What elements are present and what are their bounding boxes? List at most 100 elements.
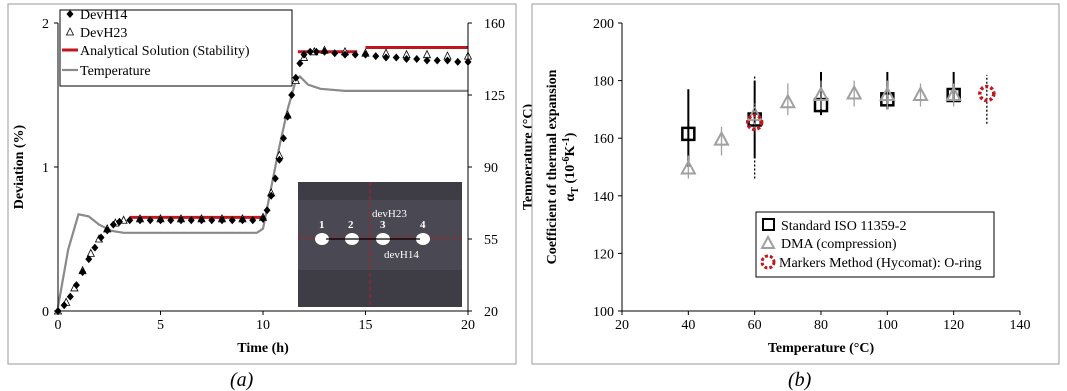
x-tick-label: 40 <box>681 318 695 333</box>
devh14-point <box>85 255 93 264</box>
inset-photo: 1 2 3 4 devH23 devH14 <box>298 182 462 307</box>
y-tick-label: 1 <box>42 161 49 176</box>
x-tick-label: 80 <box>814 318 828 333</box>
devh14-point <box>72 281 80 290</box>
x-tick-label: 20 <box>461 318 475 333</box>
devh14-point <box>187 216 195 225</box>
devh14-point <box>249 216 257 225</box>
y-axis-title-line2: αT (10-6K-1) <box>561 132 581 201</box>
devh14-point <box>382 53 390 62</box>
y-tick-label: 160 <box>593 132 614 147</box>
legend-analytical-label: Analytical Solution (Stability) <box>80 44 250 59</box>
devh14-point <box>351 50 359 59</box>
devh23-point <box>86 248 95 257</box>
devh14-point <box>66 292 74 301</box>
y2-tick-label: 20 <box>484 305 498 320</box>
x-tick-label: 20 <box>615 318 629 333</box>
devh14-point <box>321 47 328 56</box>
y2-tick-label: 55 <box>484 233 498 248</box>
devh14-point <box>103 226 111 235</box>
series-temperature-line <box>56 74 468 308</box>
devh14-point <box>454 57 462 66</box>
y-axis-title-part: (10 <box>563 165 578 187</box>
caption-b: (b) <box>788 369 812 391</box>
devh14-point <box>177 216 185 225</box>
inset-num-4: 4 <box>420 219 426 231</box>
devh14-point <box>296 59 304 68</box>
devh14-point <box>280 134 287 143</box>
y-axis-title-part: -1 <box>561 137 572 145</box>
panel-a: 1 2 3 4 devH23 devH14 0 5 10 15 20 0 1 2 20 55 90 1… <box>12 8 536 356</box>
x-axis-title: Time (h) <box>237 341 289 356</box>
dma-point <box>879 85 896 101</box>
legend-iso-symbol <box>762 218 775 231</box>
devh14-point <box>167 216 175 225</box>
devh14-point <box>300 50 308 59</box>
devh14-point <box>341 50 349 59</box>
legend-b-box <box>755 211 995 278</box>
y-axis-title: Deviation (%) <box>12 124 27 209</box>
devh14-point <box>109 220 117 229</box>
devh14-point <box>208 216 216 225</box>
y2-tick-label: 90 <box>484 161 498 176</box>
y-tick-label: 180 <box>593 75 614 90</box>
dma-point <box>713 130 730 146</box>
inset-num-2: 2 <box>348 219 354 231</box>
devh14-point <box>91 243 99 252</box>
y-axis-title-part: α <box>563 193 578 201</box>
devh14-point <box>267 191 275 200</box>
devh14-point <box>157 216 164 225</box>
devh14-point <box>292 73 300 82</box>
devh14-point <box>312 47 320 56</box>
devh14-point <box>403 55 410 63</box>
inset-num-1: 1 <box>319 219 325 231</box>
devh14-point <box>271 174 279 183</box>
x-tick-label: 15 <box>359 318 373 333</box>
devh14-point <box>433 56 441 65</box>
devh14-point <box>372 52 380 61</box>
iso-point <box>681 126 696 142</box>
devh14-point <box>392 53 400 62</box>
devh14-point <box>228 216 236 225</box>
devh14-point <box>116 217 123 226</box>
devh14-point <box>218 216 226 225</box>
devh14-point <box>444 56 451 65</box>
panel-b: 20 40 60 80 100 120 140 100 120 140 160 180 200 Tempe… <box>545 17 1031 356</box>
devh14-point <box>306 47 314 56</box>
legend-markers-symbol <box>760 254 776 270</box>
plot-area <box>53 45 473 315</box>
legend-temperature-label: Temperature <box>80 64 151 79</box>
inset-marker-4 <box>416 233 430 245</box>
legend-b: Standard ISO 11359-2 DMA (compression) Mar… <box>755 211 995 278</box>
x-tick-label: 5 <box>157 318 164 333</box>
inset-marker-1 <box>315 233 329 245</box>
devh14-point <box>146 216 154 225</box>
markers-point <box>745 113 764 132</box>
devh14-point <box>413 55 421 63</box>
y-axis-title-part: ) <box>563 132 578 137</box>
devh14-point <box>423 56 431 65</box>
inset-label-devh23: devH23 <box>372 208 407 220</box>
devh14-point <box>126 216 134 225</box>
legend-devh23-symbol <box>65 27 75 36</box>
legend-dma-label: DMA (compression) <box>781 237 897 252</box>
inset-num-3: 3 <box>380 219 386 231</box>
legend-markers-label: Markers Method (Hycomat): O-ring <box>779 256 982 271</box>
devh14-point <box>284 112 292 121</box>
y-axis-title-part: K <box>563 145 578 156</box>
y2-tick-label: 125 <box>484 89 505 104</box>
dma-point <box>945 85 962 101</box>
legend-a: DevH14 DevH23 Analytical Solution (Stabili… <box>59 8 293 87</box>
devh14-point <box>259 214 267 223</box>
panel-b-frame <box>531 3 1060 365</box>
x-tick-label: 0 <box>55 318 62 333</box>
devh14-point <box>60 301 68 310</box>
y-axis-title-part: T <box>570 187 581 194</box>
devh14-point <box>136 216 144 225</box>
y-tick-label: 200 <box>593 17 614 32</box>
devh14-point <box>275 155 283 164</box>
devh14-point <box>362 50 369 59</box>
legend-iso-label: Standard ISO 11359-2 <box>781 219 906 234</box>
y-tick-label: 100 <box>593 305 614 320</box>
